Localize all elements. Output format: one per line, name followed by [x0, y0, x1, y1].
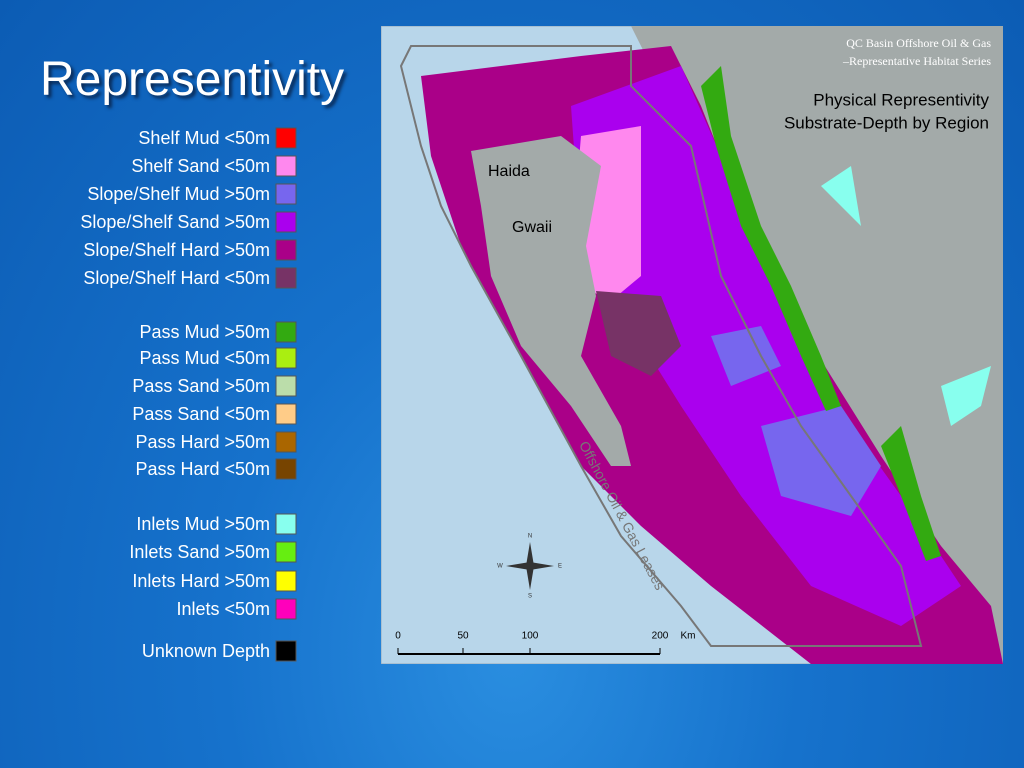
- scale-label: 0: [395, 631, 401, 642]
- compass-label: N: [528, 534, 532, 540]
- legend-swatch: [275, 155, 297, 177]
- legend-swatch: [275, 239, 297, 261]
- legend-swatch: [275, 598, 297, 620]
- legend-label: Unknown Depth: [142, 641, 270, 661]
- legend-swatch: [275, 375, 297, 397]
- scale-bar: 0 50 100 200 Km: [395, 631, 696, 655]
- legend-label: Slope/Shelf Sand >50m: [80, 212, 270, 232]
- legend-swatch: [275, 640, 297, 662]
- habitat-strip: [941, 366, 991, 426]
- legend-swatch: [275, 541, 297, 563]
- compass-label: S: [528, 594, 532, 600]
- legend-swatch: [275, 127, 297, 149]
- legend-label: Pass Hard >50m: [135, 432, 270, 452]
- legend-swatch: [275, 403, 297, 425]
- habitat-zone: [711, 326, 781, 386]
- legend-swatch: [275, 570, 297, 592]
- map-heading: Substrate-Depth by Region: [784, 113, 989, 132]
- legend-swatch: [275, 513, 297, 535]
- legend-label: Inlets Hard >50m: [132, 571, 270, 591]
- scale-unit: Km: [681, 631, 696, 642]
- habitat-zone: [596, 291, 681, 376]
- scale-label: 50: [457, 631, 469, 642]
- legend-swatch: [275, 347, 297, 369]
- island: [471, 136, 631, 466]
- legend-swatch: [275, 458, 297, 480]
- map-heading: Physical Representivity: [813, 90, 989, 109]
- map-credit: QC Basin Offshore Oil & Gas: [846, 36, 991, 50]
- legend-swatch: [275, 321, 297, 343]
- legend-swatch: [275, 267, 297, 289]
- map-credit: –Representative Habitat Series: [842, 54, 991, 68]
- habitat-zone: [761, 406, 881, 516]
- legend-swatch: [275, 431, 297, 453]
- compass: N E S W: [497, 534, 562, 600]
- legend-label: Pass Hard <50m: [135, 459, 270, 479]
- legend-label: Pass Sand <50m: [132, 404, 270, 424]
- map: QC Basin Offshore Oil & Gas –Representat…: [381, 26, 1003, 664]
- legend-swatch: [275, 183, 297, 205]
- lease-outline: [399, 45, 923, 647]
- habitat-strip: [701, 66, 841, 411]
- legend-label: Slope/Shelf Hard >50m: [83, 240, 270, 260]
- legend-label: Inlets <50m: [176, 599, 270, 619]
- legend-label: Pass Sand >50m: [132, 376, 270, 396]
- habitat-strip: [821, 166, 861, 226]
- legend-label: Slope/Shelf Hard <50m: [83, 268, 270, 288]
- legend: Shelf Mud <50m Shelf Sand <50m Slope/Shelf…: [80, 127, 297, 662]
- compass-label: W: [497, 564, 503, 570]
- legend-label: Slope/Shelf Mud >50m: [87, 184, 270, 204]
- slide-title: Representivity: [40, 53, 345, 106]
- legend-label: Inlets Mud >50m: [136, 514, 270, 534]
- island-label: Haida: [488, 163, 530, 180]
- scale-label: 200: [652, 631, 669, 642]
- legend-label: Shelf Mud <50m: [138, 128, 270, 148]
- legend-label: Inlets Sand >50m: [129, 542, 270, 562]
- legend-label: Pass Mud >50m: [139, 322, 270, 342]
- habitat-strip: [881, 426, 941, 561]
- legend-label: Pass Mud <50m: [139, 348, 270, 368]
- legend-swatch: [275, 211, 297, 233]
- legend-label: Shelf Sand <50m: [131, 156, 270, 176]
- scale-label: 100: [522, 631, 539, 642]
- island-label: Gwaii: [512, 219, 552, 236]
- compass-label: E: [558, 564, 562, 570]
